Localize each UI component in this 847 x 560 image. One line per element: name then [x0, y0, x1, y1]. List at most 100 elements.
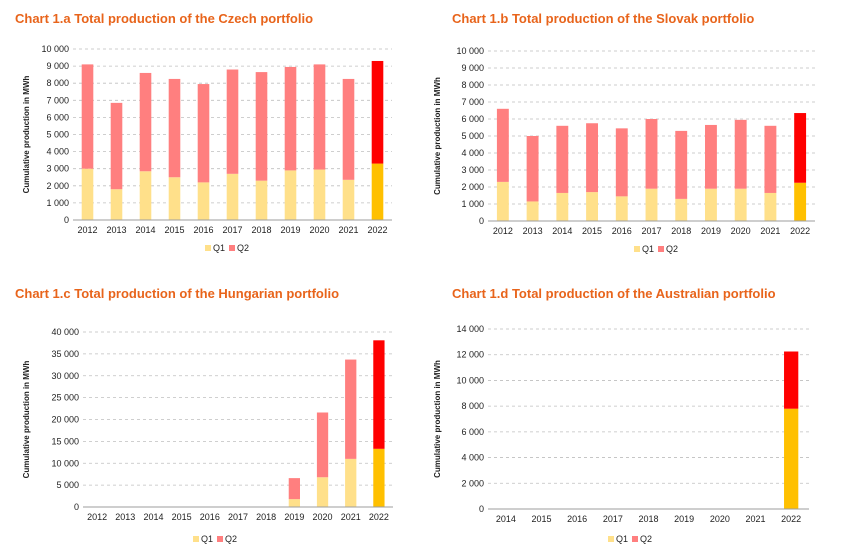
x-tick-label: 2013 — [106, 225, 126, 235]
x-tick-label: 2014 — [143, 512, 163, 522]
bar-q2-2018 — [255, 72, 268, 181]
bar-q2-2013 — [526, 136, 539, 202]
y-tick-label: 40 000 — [51, 327, 79, 337]
chart-panel-hungarian: Chart 1.c Total production of the Hungar… — [15, 286, 415, 554]
legend-swatch-q1 — [608, 536, 614, 542]
bar-q1-2019 — [284, 170, 297, 220]
bar-q2-2019 — [284, 66, 297, 171]
chart-panel-australian: Chart 1.d Total production of the Austra… — [433, 286, 847, 554]
legend-label-q2: Q2 — [225, 534, 237, 544]
x-tick-label: 2017 — [228, 512, 248, 522]
x-tick-label: 2022 — [367, 225, 387, 235]
x-tick-label: 2014 — [496, 514, 516, 524]
y-tick-label: 0 — [479, 504, 484, 514]
chart-panel-slovak: Chart 1.b Total production of the Slovak… — [433, 11, 847, 261]
x-tick-label: 2015 — [531, 514, 551, 524]
bar-q1-2018 — [675, 198, 688, 221]
x-tick-label: 2019 — [674, 514, 694, 524]
bar-q2-2022 — [784, 351, 799, 409]
y-tick-label: 15 000 — [51, 436, 79, 446]
x-tick-label: 2012 — [77, 225, 97, 235]
bar-q2-2021 — [342, 78, 355, 180]
y-tick-label: 2 000 — [461, 478, 484, 488]
y-tick-label: 12 000 — [456, 350, 484, 360]
bar-q2-2022 — [371, 60, 384, 164]
x-tick-label: 2018 — [251, 225, 271, 235]
chart-slovak: 0 1 000 2 000 3 000 4 000 5 000 6 000 7 000 8 00… — [433, 46, 815, 254]
legend-swatch-q1 — [634, 246, 640, 252]
bar-q1-2020 — [734, 188, 747, 221]
bar-q1-2022 — [794, 182, 807, 221]
y-tick-label: 0 — [64, 215, 69, 225]
x-tick-label: 2019 — [280, 225, 300, 235]
x-tick-label: 2012 — [493, 226, 513, 236]
bar-q2-2020 — [316, 412, 329, 478]
x-tick-label: 2017 — [603, 514, 623, 524]
y-axis-label: Cumulative production in MWh — [22, 76, 31, 194]
y-tick-label: 7 000 — [46, 95, 69, 105]
bar-q2-2014 — [556, 125, 569, 193]
legend-label-q2: Q2 — [666, 244, 678, 254]
bar-q1-2017 — [226, 173, 239, 220]
x-tick-label: 2021 — [341, 512, 361, 522]
x-tick-label: 2022 — [369, 512, 389, 522]
y-tick-label: 4 000 — [461, 148, 484, 158]
y-tick-label: 30 000 — [51, 371, 79, 381]
bar-q1-2021 — [764, 192, 777, 221]
x-tick-label: 2016 — [200, 512, 220, 522]
bar-q1-2015 — [586, 192, 598, 221]
y-tick-label: 6 000 — [461, 427, 484, 437]
chart-title: Chart 1.c Total production of the Hungar… — [15, 286, 340, 301]
bar-q1-2017 — [645, 188, 658, 221]
chart-panel-czech: Chart 1.a Total production of the Czech … — [15, 11, 415, 261]
y-tick-label: 10 000 — [41, 44, 69, 54]
x-tick-label: 2014 — [135, 225, 155, 235]
y-tick-label: 5 000 — [46, 130, 69, 140]
y-tick-label: 6 000 — [46, 112, 69, 122]
chart-title: Chart 1.b Total production of the Slovak… — [452, 11, 755, 26]
x-tick-label: 2018 — [638, 514, 658, 524]
y-tick-label: 8 000 — [461, 401, 484, 411]
x-tick-label: 2020 — [710, 514, 730, 524]
chart-australian: 0 2 000 4 000 6 000 8 000 10 000 12 000 14 000 C… — [433, 324, 809, 544]
x-tick-label: 2020 — [309, 225, 329, 235]
bar-q1-2013 — [110, 189, 123, 220]
x-tick-label: 2013 — [523, 226, 543, 236]
y-tick-label: 25 000 — [51, 393, 79, 403]
bar-q2-2021 — [764, 125, 777, 193]
x-tick-label: 2021 — [338, 225, 358, 235]
legend-swatch-q2 — [632, 536, 638, 542]
bar-q1-2019 — [705, 188, 717, 221]
x-tick-label: 2015 — [172, 512, 192, 522]
y-tick-label: 0 — [74, 502, 79, 512]
bar-q1-2021 — [342, 179, 355, 220]
chart-title: Chart 1.d Total production of the Austra… — [452, 286, 776, 301]
legend-swatch-q2 — [658, 246, 664, 252]
x-tick-label: 2016 — [193, 225, 213, 235]
y-tick-label: 6 000 — [461, 114, 484, 124]
x-tick-label: 2019 — [701, 226, 721, 236]
legend-swatch-q2 — [217, 536, 223, 542]
y-axis-label: Cumulative production in MWh — [22, 361, 31, 479]
y-tick-label: 3 000 — [46, 164, 69, 174]
legend-label-q2: Q2 — [640, 534, 652, 544]
x-tick-label: 2018 — [671, 226, 691, 236]
bar-q1-2014 — [556, 192, 569, 221]
chart-czech: 0 1 000 2 000 3 000 4 000 5 000 6 000 7 000 8 00… — [22, 44, 392, 253]
bar-q1-2012 — [81, 168, 94, 220]
x-tick-label: 2022 — [790, 226, 810, 236]
y-tick-label: 8 000 — [461, 80, 484, 90]
legend-label-q1: Q1 — [642, 244, 654, 254]
bar-q1-2021 — [345, 458, 357, 507]
legend-swatch-q1 — [193, 536, 199, 542]
bar-q2-2019 — [705, 124, 717, 189]
y-tick-label: 20 000 — [51, 415, 79, 425]
x-tick-label: 2020 — [313, 512, 333, 522]
legend-label-q1: Q1 — [213, 243, 225, 253]
bar-q2-2013 — [110, 102, 123, 190]
bar-q1-2012 — [496, 181, 509, 221]
x-tick-label: 2014 — [552, 226, 572, 236]
bar-q2-2016 — [615, 128, 628, 197]
y-tick-label: 1 000 — [46, 198, 69, 208]
x-tick-label: 2021 — [745, 514, 765, 524]
